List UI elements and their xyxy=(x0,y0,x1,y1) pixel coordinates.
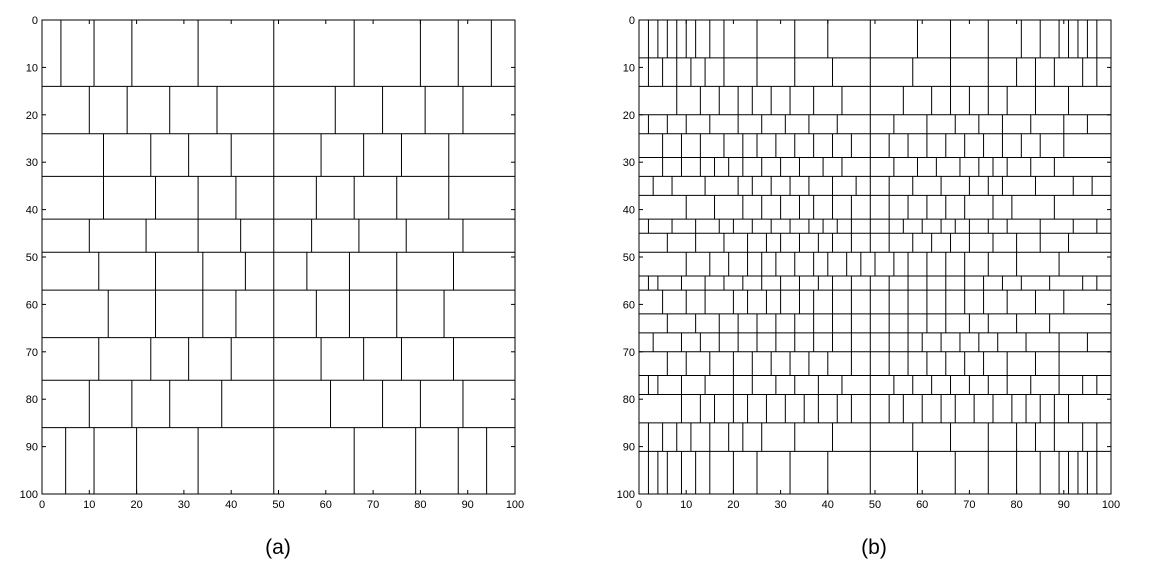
y-tick-label: 20 xyxy=(623,110,635,122)
y-tick-label: 90 xyxy=(623,442,635,454)
y-tick-label: 60 xyxy=(26,299,38,311)
x-tick-label: 70 xyxy=(963,499,975,510)
x-tick-label: 50 xyxy=(869,499,881,510)
x-tick-label: 0 xyxy=(39,499,45,510)
x-tick-label: 30 xyxy=(178,499,190,510)
x-tick-label: 90 xyxy=(1058,499,1070,510)
diagram-a: 0 10 20 30 40 50 60 70 80 90 100010203040506070809… xyxy=(20,15,525,510)
x-tick-label: 50 xyxy=(272,499,284,510)
x-tick-label: 60 xyxy=(916,499,928,510)
y-tick-label: 100 xyxy=(617,489,635,501)
y-tick-label: 10 xyxy=(26,62,38,74)
x-tick-label: 60 xyxy=(320,499,332,510)
y-tick-label: 80 xyxy=(623,394,635,406)
x-tick-label: 80 xyxy=(1010,499,1022,510)
x-tick-label: 0 xyxy=(636,499,642,510)
y-tick-label: 100 xyxy=(20,489,38,501)
y-tick-label: 0 xyxy=(32,15,38,27)
y-tick-label: 70 xyxy=(26,347,38,359)
y-tick-label: 60 xyxy=(623,299,635,311)
x-tick-label: 10 xyxy=(680,499,692,510)
y-tick-label: 40 xyxy=(623,205,635,217)
x-tick-label: 90 xyxy=(462,499,474,510)
y-tick-label: 70 xyxy=(623,347,635,359)
x-tick-label: 40 xyxy=(225,499,237,510)
y-tick-label: 40 xyxy=(26,205,38,217)
x-tick-label: 10 xyxy=(83,499,95,510)
diagram-b-caption: (b) xyxy=(861,536,887,559)
x-tick-label: 20 xyxy=(130,499,142,510)
y-tick-label: 20 xyxy=(26,110,38,122)
x-tick-label: 100 xyxy=(506,499,524,510)
y-tick-label: 10 xyxy=(623,62,635,74)
y-tick-label: 80 xyxy=(26,394,38,406)
y-tick-label: 50 xyxy=(623,252,635,264)
x-tick-label: 40 xyxy=(822,499,834,510)
y-tick-label: 30 xyxy=(26,157,38,169)
y-tick-label: 0 xyxy=(629,15,635,27)
x-tick-label: 20 xyxy=(727,499,739,510)
x-tick-label: 70 xyxy=(367,499,379,510)
x-tick-label: 30 xyxy=(774,499,786,510)
y-tick-label: 50 xyxy=(26,252,38,264)
y-tick-label: 90 xyxy=(26,442,38,454)
y-tick-label: 30 xyxy=(623,157,635,169)
x-tick-label: 80 xyxy=(414,499,426,510)
x-tick-label: 100 xyxy=(1102,499,1120,510)
diagram-a-caption: (a) xyxy=(265,536,291,559)
diagram-b: 0 10 20 30 40 50 60 70 80 90 100010203040506070809… xyxy=(617,15,1121,510)
